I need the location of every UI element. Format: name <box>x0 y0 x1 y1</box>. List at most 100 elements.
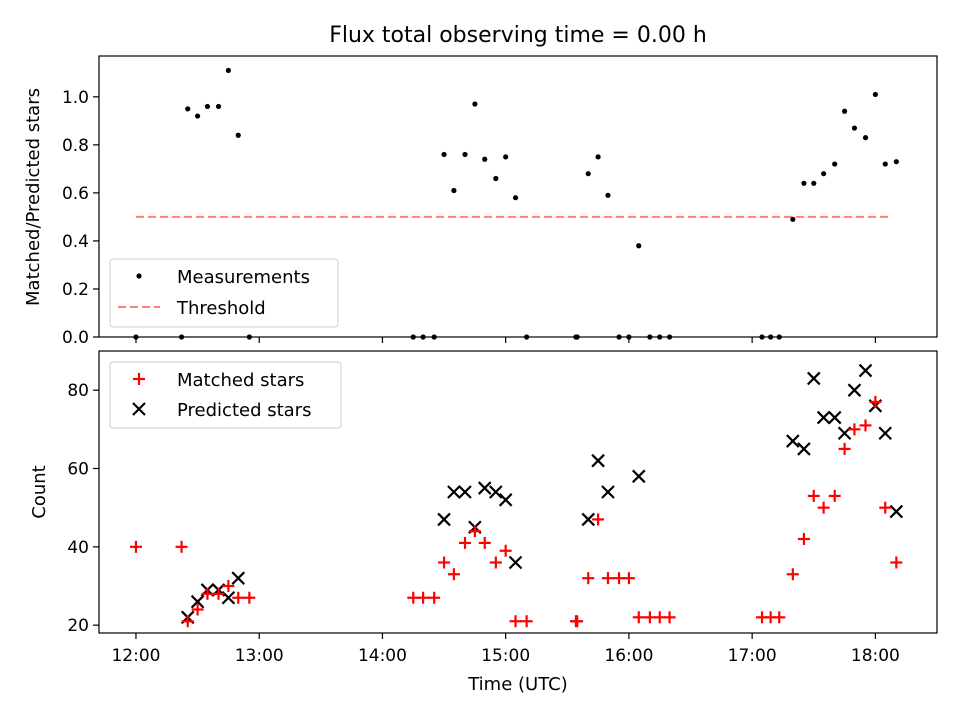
matched-star-point <box>181 615 194 628</box>
matched-star-point <box>601 572 614 585</box>
matched-star-point <box>222 580 235 592</box>
predicted-star-point <box>477 481 492 495</box>
legend-threshold-label: Threshold <box>176 298 266 319</box>
legend-predicted-label: Predicted stars <box>177 400 311 421</box>
measurement-point <box>790 216 796 222</box>
ratio-legend-box <box>109 258 339 328</box>
count-x-tick-label: 14:00 <box>358 646 407 666</box>
count-axes-frame <box>98 350 938 634</box>
predicted-star-point <box>231 571 246 585</box>
predicted-star-point <box>447 485 461 499</box>
ratio-y-tick-label: 0.2 <box>62 280 89 300</box>
count-legend: Matched stars Predicted stars <box>109 361 342 429</box>
measurement-point <box>893 159 899 165</box>
matched-star-point <box>520 615 533 628</box>
predicted-star-point <box>498 493 513 507</box>
ratio-y-axis-label: Matched/Predicted stars <box>23 88 44 306</box>
measurement-point <box>832 161 838 167</box>
matched-star-point <box>828 489 841 502</box>
measurement-point <box>821 171 827 177</box>
matched-star-point <box>447 568 460 581</box>
predicted-star-point <box>190 594 205 609</box>
measurement-point <box>605 192 611 198</box>
matched-star-point <box>817 501 830 514</box>
predicted-star-point <box>806 371 821 386</box>
count-x-tick-label: 18:00 <box>851 646 900 666</box>
measurement-point <box>493 175 499 182</box>
matched-star-point <box>786 568 799 581</box>
matched-star-point <box>838 442 851 455</box>
measurement-point <box>811 180 817 186</box>
count-y-tick-label: 40 <box>67 538 89 558</box>
count-y-tick-label: 20 <box>67 616 89 636</box>
matched-star-point <box>459 536 472 549</box>
predicted-star-point <box>847 383 862 397</box>
chart-title: Flux total observing time = 0.00 h <box>329 23 707 48</box>
matched-star-point <box>848 423 861 436</box>
matched-star-point <box>129 540 142 553</box>
matched-star-point <box>592 513 605 526</box>
measurement-point <box>185 106 191 112</box>
ratio-y-tick-label: 0.4 <box>62 232 89 252</box>
matched-star-point <box>201 587 214 600</box>
legend-matched-marker <box>133 373 145 385</box>
measurement-point <box>636 243 642 249</box>
predicted-star-point <box>601 485 615 499</box>
matched-star-point <box>663 611 676 624</box>
count-y-axis: 20 40 60 80 <box>67 381 99 636</box>
matched-star-point <box>212 587 225 600</box>
matched-star-point <box>879 501 892 514</box>
count-x-tick-label: 13:00 <box>235 646 284 666</box>
predicted-star-point <box>858 363 873 378</box>
ratio-y-axis: 0.0 0.2 0.4 0.6 0.8 1.0 <box>62 88 99 348</box>
ratio-x-ticks <box>135 337 876 343</box>
count-x-tick-label: 12:00 <box>111 646 160 666</box>
measurement-point <box>451 187 457 194</box>
measurement-point <box>801 180 807 186</box>
matched-star-point <box>869 395 882 408</box>
measurement-point <box>882 161 888 167</box>
count-x-axis-label: Time (UTC) <box>467 674 568 695</box>
count-x-axis: 12:00 13:00 14:00 15:00 16:00 17:00 18:00 <box>111 633 900 666</box>
measurement-point <box>862 135 869 141</box>
matched-star-point <box>191 603 204 616</box>
measurement-point <box>235 132 241 138</box>
measurement-point <box>512 195 519 201</box>
count-x-tick-label: 15:00 <box>481 646 530 666</box>
predicted-star-point <box>889 504 904 519</box>
predicted-star-point <box>631 469 646 484</box>
matched-star-point <box>632 611 645 624</box>
matched-star-point <box>499 544 512 557</box>
matched-star-point <box>890 556 903 569</box>
ratio-y-tick-label: 0.6 <box>62 184 89 204</box>
matched-star-point <box>582 572 595 585</box>
matched-star-point <box>243 591 256 604</box>
matched-star-point <box>232 591 245 604</box>
measurement-point <box>462 151 468 158</box>
count-y-tick-label: 60 <box>67 460 89 480</box>
legend-predicted-marker <box>132 402 146 416</box>
matched-star-point <box>428 591 441 604</box>
legend-measurements-label: Measurements <box>177 267 310 288</box>
ratio-panel: 0.0 0.2 0.4 0.6 0.8 1.0 Matched/Predicted sta… <box>23 55 938 348</box>
predicted-star-point <box>878 426 893 441</box>
ratio-y-tick-label: 1.0 <box>62 88 89 108</box>
measurement-point <box>851 125 858 131</box>
predicted-star-point <box>816 410 831 425</box>
matched-star-point <box>489 556 502 569</box>
ratio-axes-frame <box>98 55 938 338</box>
measurement-point <box>585 171 591 177</box>
matched-star-point <box>468 525 481 538</box>
predicted-star-point <box>508 555 523 570</box>
matched-star-point <box>797 533 810 545</box>
matched-star-point <box>417 591 430 604</box>
matched-star-point <box>571 615 584 628</box>
predicted-star-point <box>458 485 472 499</box>
matched-star-point <box>509 615 522 628</box>
count-y-tick-label: 80 <box>67 381 89 401</box>
matched-star-point <box>773 611 786 624</box>
matched-star-point <box>478 536 491 549</box>
count-plot-area <box>129 363 904 628</box>
count-x-tick-label: 16:00 <box>604 646 653 666</box>
